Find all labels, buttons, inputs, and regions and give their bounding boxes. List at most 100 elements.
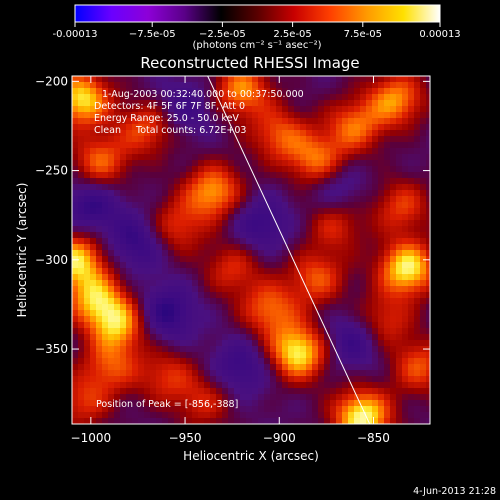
heatmap-cell — [198, 370, 205, 377]
heatmap-cell — [90, 274, 97, 281]
heatmap-cell — [396, 202, 403, 209]
heatmap-cell — [168, 244, 175, 251]
heatmap-cell — [264, 280, 271, 287]
heatmap-cell — [426, 160, 430, 167]
heatmap-cell — [318, 262, 325, 269]
heatmap-cell — [126, 178, 133, 185]
heatmap-cell — [276, 262, 283, 269]
heatmap-cell — [108, 196, 115, 203]
heatmap-cell — [402, 88, 409, 95]
heatmap-cell — [156, 154, 163, 161]
heatmap-cell — [402, 196, 409, 203]
heatmap-cell — [228, 268, 235, 275]
heatmap-cell — [72, 100, 79, 107]
heatmap-cell — [198, 358, 205, 365]
heatmap-cell — [264, 358, 271, 365]
heatmap-cell — [204, 184, 211, 191]
heatmap-cell — [324, 154, 331, 161]
heatmap-cell — [324, 292, 331, 299]
heatmap-cell — [336, 244, 343, 251]
heatmap-cell — [144, 256, 151, 263]
heatmap-cell — [252, 238, 259, 245]
heatmap-cell — [114, 394, 121, 401]
heatmap-cell — [264, 208, 271, 215]
heatmap-cell — [318, 418, 325, 424]
heatmap-cell — [414, 358, 421, 365]
heatmap-cell — [246, 364, 253, 371]
heatmap-cell — [168, 376, 175, 383]
heatmap-cell — [414, 262, 421, 269]
heatmap-cell — [384, 154, 391, 161]
heatmap-cell — [228, 328, 235, 335]
heatmap-cell — [390, 376, 397, 383]
heatmap-cell — [258, 220, 265, 227]
heatmap-cell — [174, 334, 181, 341]
heatmap-cell — [300, 196, 307, 203]
heatmap-cell — [420, 232, 427, 239]
heatmap-cell — [126, 196, 133, 203]
heatmap-cell — [168, 160, 175, 167]
heatmap-cell — [330, 298, 337, 305]
heatmap-cell — [426, 262, 430, 269]
heatmap-cell — [252, 148, 259, 155]
heatmap-cell — [204, 394, 211, 401]
heatmap-cell — [90, 340, 97, 347]
heatmap-cell — [210, 232, 217, 239]
heatmap-cell — [366, 82, 373, 89]
heatmap-cell — [426, 184, 430, 191]
heatmap-cell — [318, 166, 325, 173]
heatmap-cell — [366, 304, 373, 311]
heatmap-cell — [114, 232, 121, 239]
heatmap-cell — [96, 406, 103, 413]
heatmap-cell — [162, 124, 169, 131]
heatmap-cell — [162, 418, 169, 424]
heatmap-cell — [210, 370, 217, 377]
heatmap-cell — [126, 262, 133, 269]
heatmap-cell — [426, 418, 430, 424]
heatmap-cell — [96, 196, 103, 203]
heatmap-cell — [78, 130, 85, 137]
heatmap-cell — [180, 262, 187, 269]
heatmap-cell — [384, 400, 391, 407]
heatmap-cell — [114, 142, 121, 149]
heatmap-cell — [324, 304, 331, 311]
heatmap-cell — [174, 340, 181, 347]
heatmap-cell — [390, 166, 397, 173]
heatmap-cell — [336, 76, 343, 83]
heatmap-cell — [204, 172, 211, 179]
heatmap-cell — [240, 118, 247, 125]
heatmap-cell — [144, 226, 151, 233]
heatmap-cell — [174, 148, 181, 155]
heatmap-cell — [336, 154, 343, 161]
heatmap-cell — [216, 382, 223, 389]
heatmap-cell — [222, 226, 229, 233]
heatmap-cell — [372, 142, 379, 149]
heatmap-cell — [366, 172, 373, 179]
heatmap-cell — [378, 214, 385, 221]
heatmap-cell — [426, 334, 430, 341]
heatmap-cell — [264, 142, 271, 149]
chart-title: Reconstructed RHESSI Image — [140, 54, 359, 72]
heatmap-cell — [120, 418, 127, 424]
heatmap-cell — [114, 118, 121, 125]
heatmap-cell — [414, 334, 421, 341]
heatmap-cell — [240, 364, 247, 371]
heatmap-cell — [84, 232, 91, 239]
heatmap-cell — [306, 166, 313, 173]
heatmap-cell — [360, 220, 367, 227]
heatmap-cell — [168, 238, 175, 245]
heatmap-cell — [360, 394, 367, 401]
heatmap-cell — [396, 412, 403, 419]
heatmap-cell — [198, 364, 205, 371]
heatmap-cell — [330, 328, 337, 335]
heatmap-cell — [228, 406, 235, 413]
heatmap-cell — [108, 106, 115, 113]
heatmap-cell — [264, 328, 271, 335]
heatmap-cell — [414, 286, 421, 293]
heatmap-cell — [180, 196, 187, 203]
heatmap-cell — [258, 76, 265, 83]
heatmap-cell — [102, 346, 109, 353]
heatmap-cell — [312, 82, 319, 89]
heatmap-cell — [378, 298, 385, 305]
heatmap-cell — [108, 160, 115, 167]
